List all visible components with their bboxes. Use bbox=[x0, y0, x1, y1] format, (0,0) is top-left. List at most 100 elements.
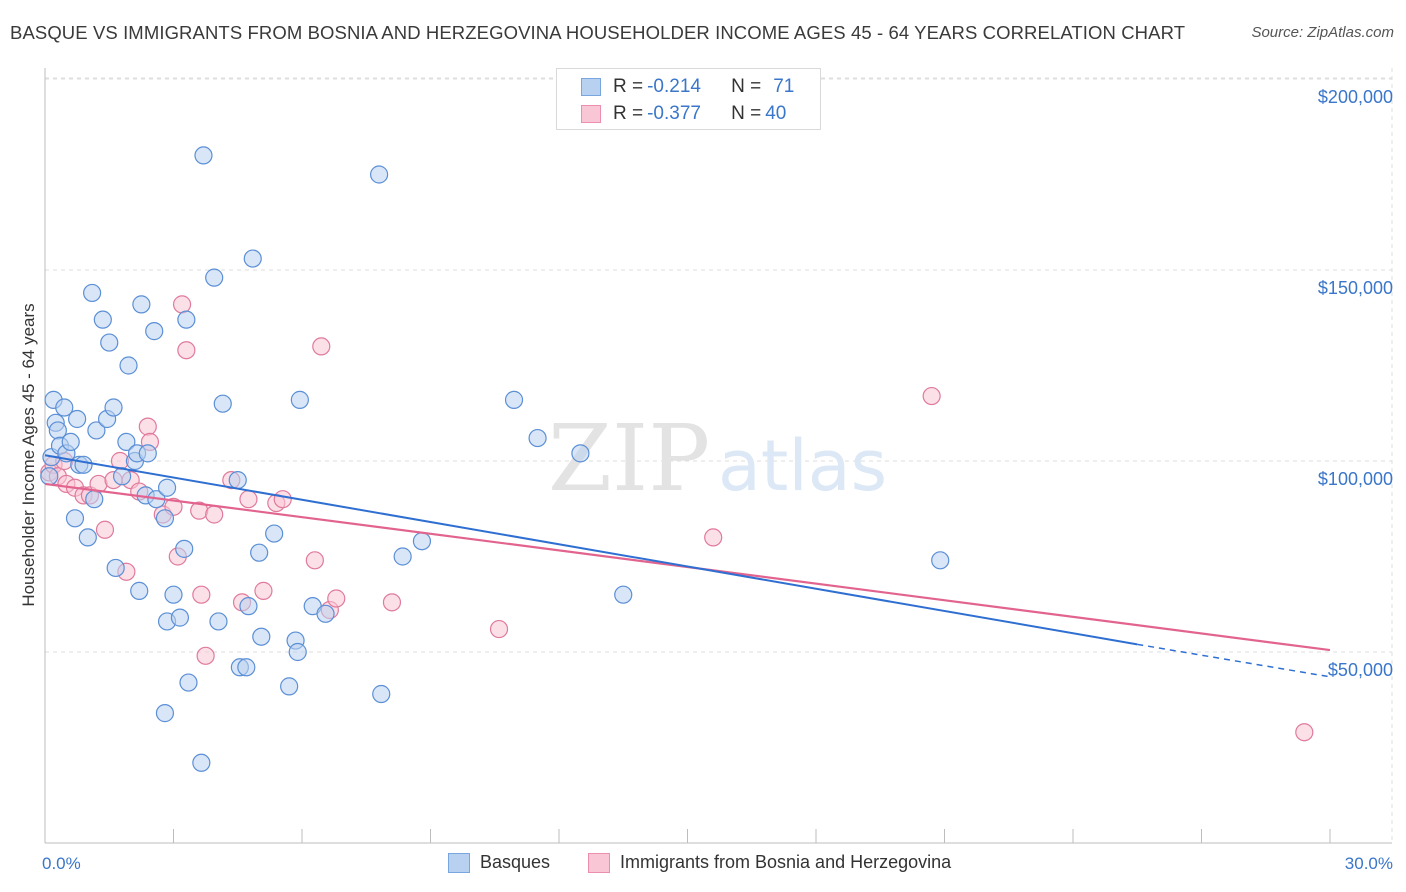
legend-r-value: -0.377 bbox=[647, 103, 701, 124]
basques-point bbox=[412, 532, 432, 551]
basques-point bbox=[931, 551, 950, 570]
x-tick-label-min: 0.0% bbox=[42, 854, 81, 873]
bosnia-point bbox=[273, 490, 292, 509]
correlation-legend: R = -0.214 N = 71 R = -0.377 N = 40 bbox=[556, 68, 821, 130]
basques-point bbox=[170, 608, 190, 627]
bosnia-point bbox=[177, 341, 196, 360]
basques-point bbox=[614, 585, 633, 604]
basques-point bbox=[145, 322, 164, 341]
basques-point bbox=[213, 394, 232, 413]
bosnia-point bbox=[196, 646, 215, 665]
basques-point bbox=[138, 444, 157, 463]
bosnia-point bbox=[312, 337, 331, 356]
basques-point bbox=[288, 642, 307, 662]
legend-r-label: R = bbox=[613, 103, 644, 124]
basques-point bbox=[316, 604, 335, 623]
basques-point bbox=[68, 409, 87, 429]
y-tick-labels: $50,000 $100,000 $150,000 $200,000 bbox=[1318, 87, 1393, 680]
bottom-legend-swatch-pink bbox=[588, 852, 610, 873]
basques-point bbox=[87, 421, 106, 440]
basques-point bbox=[250, 543, 269, 562]
bosnia-point bbox=[95, 520, 115, 539]
bosnia-point bbox=[922, 386, 941, 406]
basques-point bbox=[243, 249, 262, 268]
series-basques-points bbox=[40, 146, 950, 772]
legend-row-bosnia: R = -0.377 N = 40 bbox=[581, 102, 786, 126]
basques-point bbox=[157, 478, 177, 497]
y-tick-label: $100,000 bbox=[1318, 469, 1393, 489]
source-label: Source: ZipAtlas.com bbox=[1251, 24, 1394, 41]
bosnia-point bbox=[138, 417, 157, 436]
basques-point bbox=[504, 390, 524, 409]
grid-lines bbox=[45, 68, 1393, 843]
chart-title: BASQUE VS IMMIGRANTS FROM BOSNIA AND HER… bbox=[10, 22, 1186, 43]
basques-point bbox=[65, 509, 85, 528]
basques-point bbox=[175, 539, 194, 558]
bosnia-point bbox=[254, 581, 273, 600]
basques-point bbox=[164, 585, 183, 604]
basques-point bbox=[74, 455, 93, 474]
basques-point bbox=[155, 509, 175, 528]
bottom-legend-basques-label: Basques bbox=[480, 852, 551, 872]
basques-point bbox=[132, 295, 151, 314]
legend-n-label: N = bbox=[731, 103, 762, 124]
legend-swatch-blue bbox=[581, 78, 601, 96]
basques-point bbox=[117, 432, 136, 451]
bosnia-point bbox=[305, 551, 324, 570]
basques-point bbox=[106, 558, 125, 578]
legend-swatch-pink bbox=[581, 105, 601, 123]
bosnia-point bbox=[489, 619, 509, 639]
basques-point bbox=[177, 310, 196, 329]
basques-point bbox=[265, 524, 284, 543]
basques-point bbox=[393, 547, 412, 566]
bosnia-point bbox=[382, 593, 402, 612]
y-tick-label: $150,000 bbox=[1318, 278, 1393, 298]
basques-point bbox=[192, 753, 211, 772]
bosnia-point bbox=[239, 490, 258, 509]
basques-point bbox=[205, 268, 224, 287]
basques-trend-line bbox=[44, 454, 1138, 646]
bosnia-point bbox=[172, 295, 192, 314]
bottom-legend-swatch-blue bbox=[448, 852, 470, 873]
trend-lines bbox=[44, 454, 1331, 678]
series-bosnia-points bbox=[40, 295, 1314, 742]
basques-point bbox=[104, 398, 123, 417]
basques-trend-extension bbox=[1137, 643, 1331, 678]
basques-point bbox=[194, 146, 213, 165]
basques-point bbox=[179, 673, 198, 692]
legend-r-value: -0.214 bbox=[647, 76, 701, 97]
bottom-legend-bosnia: Immigrants from Bosnia and Herzegovina bbox=[588, 852, 951, 873]
basques-point bbox=[93, 310, 112, 329]
basques-point bbox=[237, 658, 256, 677]
basques-point bbox=[130, 581, 149, 600]
basques-point bbox=[528, 428, 547, 448]
bottom-legend-basques: Basques bbox=[448, 852, 550, 873]
bosnia-point bbox=[327, 589, 346, 608]
basques-point bbox=[209, 612, 228, 631]
basques-point bbox=[252, 627, 271, 646]
basques-point bbox=[119, 356, 138, 375]
watermark-atlas: atlas bbox=[718, 425, 887, 507]
legend-n-value: 71 bbox=[773, 76, 795, 97]
legend-n-value: 40 bbox=[765, 103, 787, 124]
bosnia-point bbox=[704, 528, 723, 547]
basques-point bbox=[290, 390, 309, 409]
basques-point bbox=[239, 597, 258, 616]
legend-n-label: N = bbox=[731, 76, 762, 97]
bosnia-point bbox=[192, 585, 211, 604]
basques-point bbox=[83, 283, 102, 303]
basques-point bbox=[78, 528, 97, 547]
basques-point bbox=[85, 490, 104, 509]
x-tick-label-max: 30.0% bbox=[1345, 854, 1393, 873]
basques-point bbox=[155, 704, 175, 723]
bottom-legend-bosnia-label: Immigrants from Bosnia and Herzegovina bbox=[620, 852, 952, 872]
basques-point bbox=[55, 398, 74, 417]
watermark-zip: ZIP bbox=[548, 405, 710, 512]
basques-point bbox=[61, 432, 80, 451]
basques-point bbox=[40, 467, 59, 486]
basques-point bbox=[370, 165, 389, 184]
legend-row-basques: R = -0.214 N = 71 bbox=[581, 75, 794, 99]
legend-r-label: R = bbox=[613, 76, 644, 97]
basques-point bbox=[372, 684, 391, 704]
